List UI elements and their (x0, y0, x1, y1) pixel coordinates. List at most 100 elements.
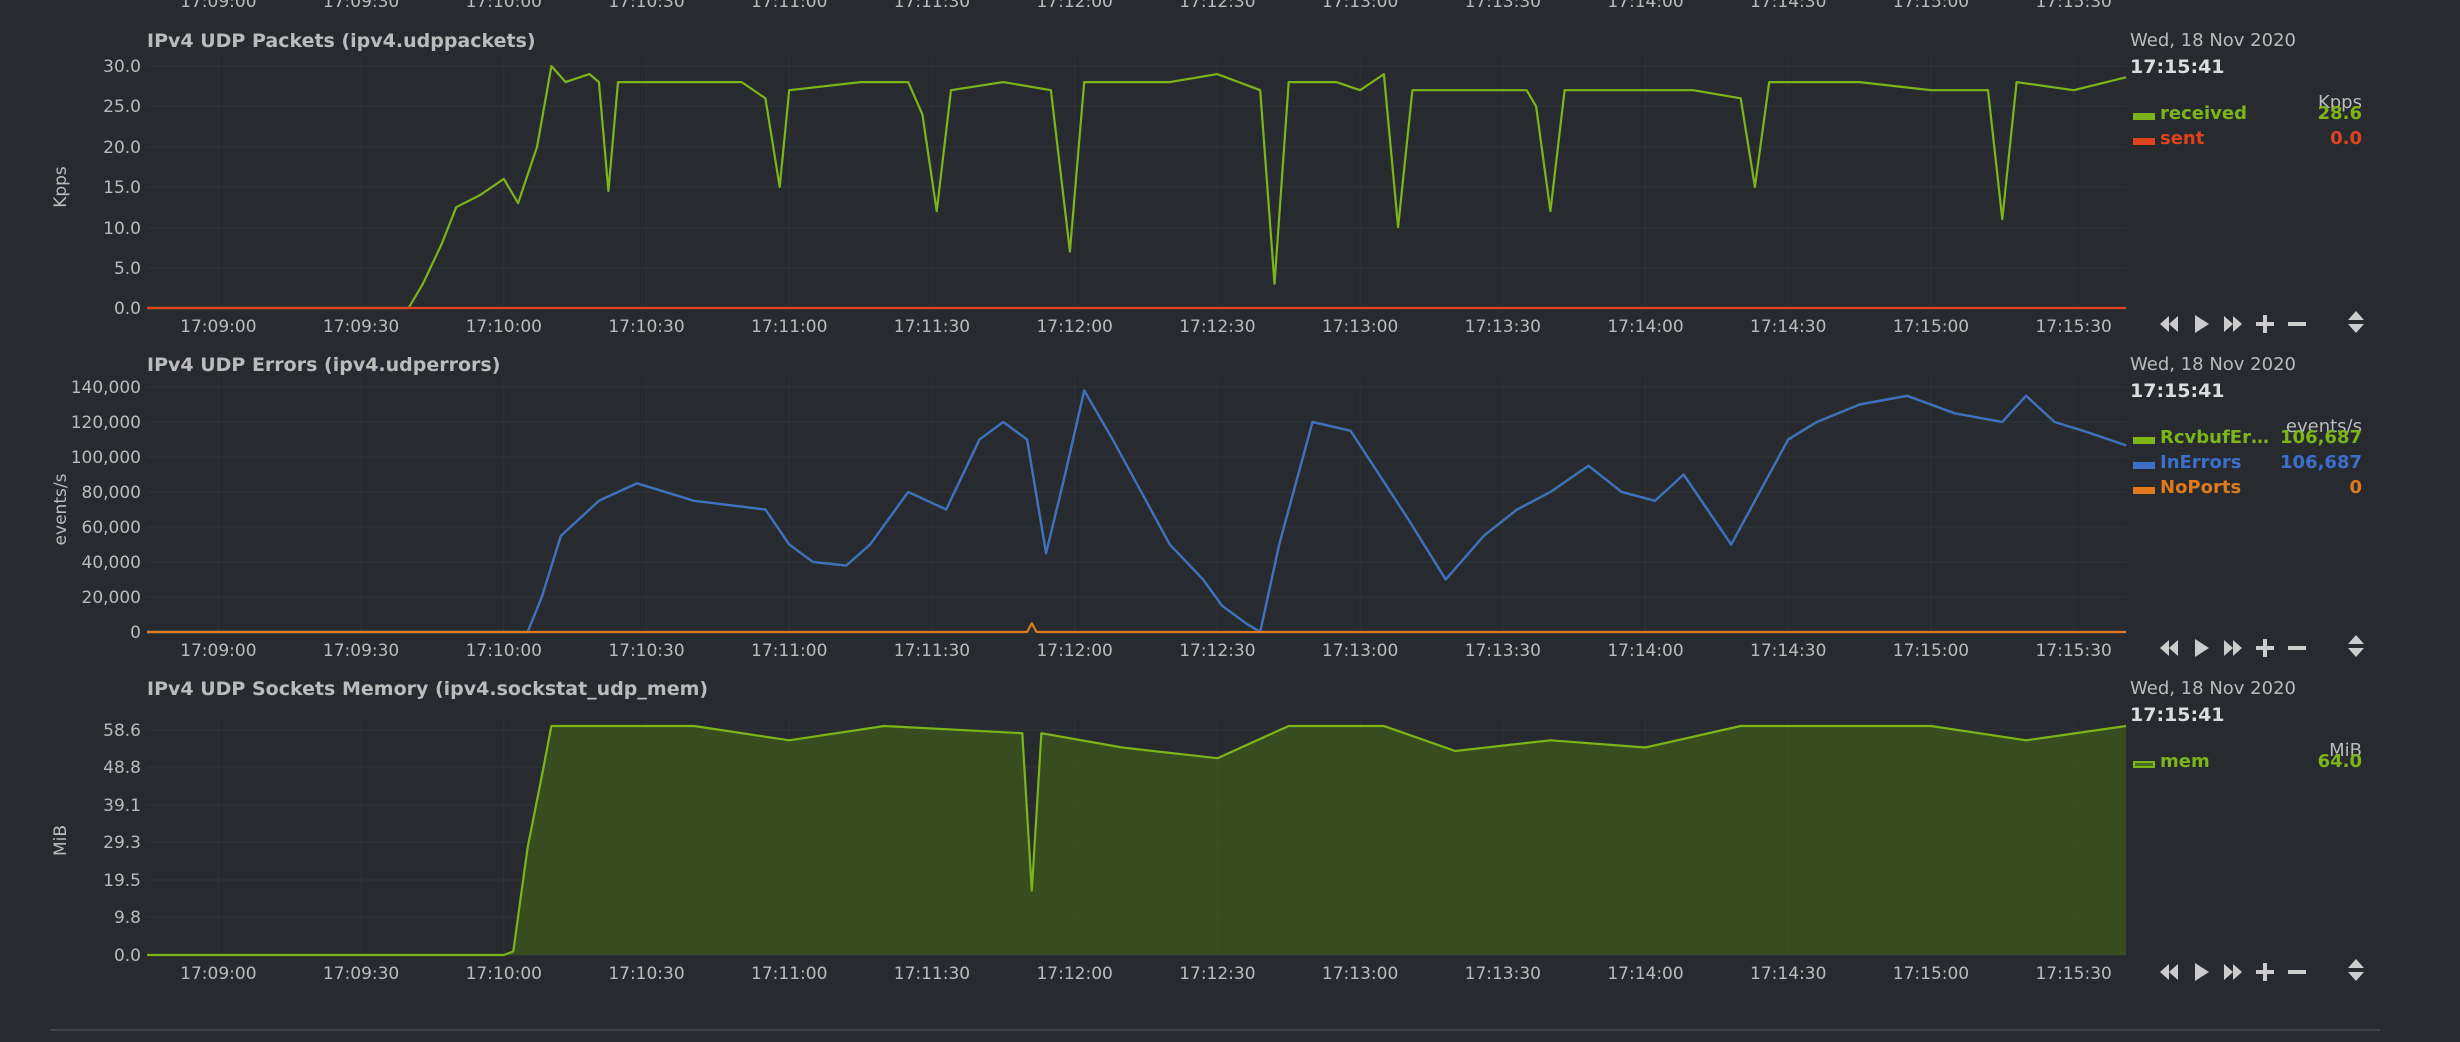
zoom-in-button[interactable] (2251, 957, 2279, 987)
legend-swatch (2133, 437, 2155, 444)
x-tick-label: 17:11:30 (894, 641, 970, 661)
x-tick-label: 17:14:00 (1607, 317, 1683, 337)
legend-item-received[interactable]: received 28.6 (2130, 103, 2362, 127)
rewind-icon (2158, 964, 2180, 980)
legend-units: events/s (2285, 416, 2362, 437)
x-tick-label: 17:14:30 (1750, 964, 1826, 984)
y-axis-label: Kpps (51, 166, 71, 208)
y-tick-label: 30.0 (103, 57, 141, 77)
x-tick-label: 17:10:00 (466, 0, 542, 12)
legend-udperrors: Wed, 18 Nov 2020 17:15:41 events/s Rcvbu… (2130, 354, 2362, 514)
legend-value: 28.6 (2317, 103, 2362, 124)
x-tick-label: 17:09:00 (180, 641, 256, 661)
chart-title-sockstat-udp-mem: IPv4 UDP Sockets Memory (ipv4.sockstat_u… (147, 678, 709, 700)
x-tick-label: 17:13:30 (1465, 0, 1541, 12)
series-mem-area (147, 726, 2126, 955)
zoom-out-button[interactable] (2283, 957, 2311, 987)
y-axis-label: MiB (51, 825, 71, 856)
x-tick-label: 17:12:00 (1036, 964, 1112, 984)
fast-forward-icon (2222, 964, 2244, 980)
x-tick-label: 17:15:00 (1893, 0, 1969, 12)
fast-forward-button[interactable] (2219, 309, 2247, 339)
rewind-button[interactable] (2155, 309, 2183, 339)
x-tick-label: 17:10:30 (608, 641, 684, 661)
legend-item-sent[interactable]: sent 0.0 (2130, 128, 2362, 152)
x-tick-label: 17:10:30 (608, 964, 684, 984)
top-strip-axis: 17:09:00 17:09:30 17:10:00 17:10:30 17:11:00… (180, 0, 2112, 12)
y-tick-label: 140,000 (71, 378, 141, 398)
x-tick-label: 17:10:00 (466, 964, 542, 984)
chart-udperrors[interactable]: 17:09:00 17:09:30 17:10:00 17:10:30 17:11:00… (0, 325, 2460, 670)
play-button[interactable] (2187, 309, 2215, 339)
legend-label: mem (2160, 751, 2210, 772)
x-tick-label: 17:14:00 (1607, 0, 1683, 12)
x-tick-label: 17:11:00 (751, 641, 827, 661)
x-tick-label: 17:12:30 (1179, 964, 1255, 984)
x-tick-label: 17:11:00 (751, 0, 827, 12)
resize-button[interactable] (2344, 309, 2368, 339)
x-tick-label: 17:14:00 (1607, 964, 1683, 984)
y-tick-label: 29.3 (103, 833, 141, 853)
legend-label: RcvbufEr… (2160, 427, 2269, 448)
legend-value: 64.0 (2317, 751, 2362, 772)
zoom-out-button[interactable] (2283, 309, 2311, 339)
chart-sockstat-udp-mem[interactable]: 17:09:00 17:09:30 17:10:00 17:10:30 17:11:00… (0, 649, 2460, 994)
play-button[interactable] (2187, 633, 2215, 663)
y-tick-label: 48.8 (103, 758, 141, 778)
y-tick-label: 25.0 (103, 97, 141, 117)
play-icon (2192, 639, 2210, 657)
x-tick-label: 17:13:30 (1465, 964, 1541, 984)
fast-forward-button[interactable] (2219, 633, 2247, 663)
x-tick-label: 17:12:00 (1036, 317, 1112, 337)
legend-time: 17:15:41 (2130, 704, 2225, 726)
play-icon (2192, 315, 2210, 333)
y-tick-label: 0 (130, 623, 141, 643)
resize-button[interactable] (2344, 633, 2368, 663)
legend-item-inerrors[interactable]: InErrors 106,687 (2130, 452, 2362, 476)
chart-udppackets[interactable]: 17:09:00 17:09:30 17:10:00 17:10:30 17:11:00… (0, 0, 2460, 345)
x-tick-label: 17:09:30 (323, 641, 399, 661)
legend-value: 106,687 (2280, 452, 2362, 473)
legend-item-noports[interactable]: NoPorts 0 (2130, 477, 2362, 501)
x-tick-label: 17:15:30 (2035, 317, 2111, 337)
zoom-in-button[interactable] (2251, 309, 2279, 339)
y-tick-label: 9.8 (114, 908, 141, 928)
series-rcvbuferrors-line (147, 389, 2127, 634)
zoom-in-icon (2256, 963, 2274, 981)
x-tick-label: 17:15:30 (2035, 0, 2111, 12)
fast-forward-icon (2222, 316, 2244, 332)
legend-item-rcvbuferrors[interactable]: RcvbufEr… 106,687 (2130, 427, 2362, 451)
x-tick-label: 17:14:00 (1607, 641, 1683, 661)
x-tick-label: 17:11:00 (751, 964, 827, 984)
resize-button[interactable] (2344, 957, 2368, 987)
x-tick-label: 17:12:30 (1179, 317, 1255, 337)
zoom-in-icon (2256, 639, 2274, 657)
legend-udppackets: Wed, 18 Nov 2020 17:15:41 Kpps received … (2130, 30, 2362, 170)
legend-item-mem[interactable]: mem 64.0 (2130, 751, 2362, 775)
x-tick-label: 17:12:30 (1179, 641, 1255, 661)
fast-forward-button[interactable] (2219, 957, 2247, 987)
rewind-button[interactable] (2155, 633, 2183, 663)
zoom-out-icon (2288, 321, 2306, 327)
y-tick-label: 120,000 (71, 413, 141, 433)
x-tick-label: 17:11:30 (894, 317, 970, 337)
zoom-in-button[interactable] (2251, 633, 2279, 663)
play-button[interactable] (2187, 957, 2215, 987)
x-tick-label: 17:10:30 (608, 0, 684, 12)
toolbar-udperrors (2155, 633, 2365, 663)
series-noports-line (147, 622, 2126, 634)
x-tick-label: 17:09:30 (323, 964, 399, 984)
y-tick-label: 20,000 (82, 588, 141, 608)
rewind-button[interactable] (2155, 957, 2183, 987)
x-tick-label: 17:10:00 (466, 641, 542, 661)
x-tick-label: 17:09:30 (323, 317, 399, 337)
legend-swatch (2133, 487, 2155, 494)
play-icon (2192, 963, 2210, 981)
x-tick-label: 17:13:00 (1322, 964, 1398, 984)
legend-time: 17:15:41 (2130, 380, 2225, 402)
legend-swatch (2133, 462, 2155, 469)
y-tick-label: 0.0 (114, 299, 141, 319)
legend-label: received (2160, 103, 2247, 124)
zoom-out-button[interactable] (2283, 633, 2311, 663)
resize-icon (2348, 959, 2364, 985)
